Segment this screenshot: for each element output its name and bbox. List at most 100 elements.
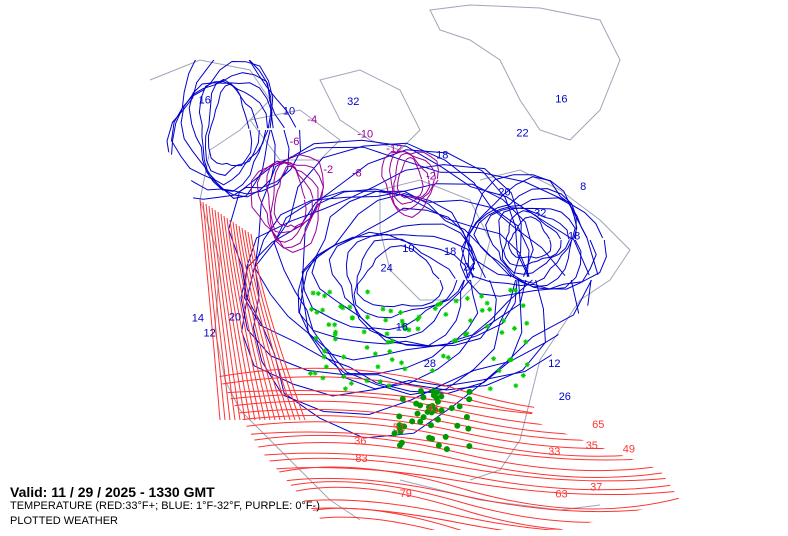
- rain-symbol: [413, 400, 420, 407]
- coastline: [429, 4, 621, 141]
- red-contour: [235, 434, 680, 472]
- purple-contour: [388, 150, 436, 211]
- blue-contour-label: 20: [229, 311, 241, 323]
- snow-symbol: [524, 362, 530, 368]
- purple-contour-label: -8: [352, 167, 362, 179]
- snow-symbol: [402, 366, 408, 372]
- rain-symbol: [414, 410, 421, 417]
- valid-time: Valid: 11 / 29 / 2025 - 1330 GMT: [10, 484, 215, 500]
- snow-symbol: [309, 306, 315, 312]
- rain-symbol: [466, 396, 473, 403]
- rain-symbol: [466, 388, 473, 395]
- snow-symbol: [432, 306, 438, 312]
- snow-symbol: [487, 306, 493, 312]
- blue-contour: [252, 139, 592, 416]
- blue-contour: [273, 190, 533, 390]
- red-contour: [241, 227, 291, 421]
- snow-symbol: [384, 331, 390, 337]
- snow-symbol: [440, 353, 446, 359]
- snow-symbol: [520, 303, 526, 309]
- snow-symbol: [323, 364, 329, 370]
- blue-contour: [468, 188, 582, 290]
- rain-symbol: [391, 430, 398, 437]
- purple-contour: [393, 152, 431, 205]
- red-contour: [217, 211, 251, 421]
- snow-symbol: [365, 314, 371, 320]
- red-contour-label: 33: [548, 446, 560, 458]
- red-contour: [220, 213, 256, 421]
- snow-symbol: [307, 370, 313, 376]
- snow-symbol: [398, 310, 404, 316]
- rain-symbol: [454, 422, 461, 429]
- snow-symbol: [310, 290, 316, 296]
- coastline: [399, 479, 601, 511]
- blue-contour: [473, 197, 578, 288]
- rain-symbol: [435, 442, 442, 449]
- snow-symbol: [484, 323, 490, 329]
- snow-symbol: [496, 368, 502, 374]
- snow-symbol: [453, 298, 459, 304]
- snow-symbol: [464, 331, 470, 337]
- red-contour: [199, 199, 221, 421]
- red-contour: [275, 507, 680, 530]
- blue-contour-label: 22: [516, 127, 528, 139]
- purple-contour: [270, 161, 314, 234]
- snow-symbol: [342, 386, 348, 392]
- blue-contour: [485, 207, 576, 284]
- rain-symbol: [448, 405, 455, 412]
- snow-symbol: [314, 309, 320, 315]
- purple-contour-label: -2: [323, 164, 333, 176]
- snow-symbol: [312, 370, 318, 376]
- red-contour: [202, 201, 226, 421]
- blue-contour-label: 28: [424, 358, 436, 370]
- blue-contour-label: 20: [498, 186, 510, 198]
- blue-contour: [241, 142, 580, 397]
- red-contour: [239, 442, 680, 478]
- snow-symbol: [389, 338, 395, 344]
- rain-symbol: [443, 446, 450, 453]
- rain-symbol: [433, 389, 440, 396]
- snow-symbol: [349, 315, 355, 321]
- rain-symbol: [434, 416, 441, 423]
- snow-symbol: [388, 308, 394, 314]
- blue-contour: [180, 72, 272, 199]
- rain-symbol: [396, 442, 403, 449]
- rain-symbol: [401, 423, 408, 430]
- snow-symbol: [399, 360, 405, 366]
- blue-contour: [507, 216, 552, 259]
- red-contour-label: 37: [590, 482, 602, 494]
- blue-contour-label: 16: [199, 94, 211, 106]
- snow-symbol: [313, 335, 319, 341]
- snow-symbol: [406, 327, 412, 333]
- red-contour: [259, 477, 680, 513]
- snow-symbol: [320, 307, 326, 313]
- red-contour: [223, 215, 261, 421]
- coastline: [379, 179, 491, 301]
- purple-contour-label: -2: [426, 171, 436, 183]
- blue-contour-label: 10: [283, 106, 295, 118]
- red-contour-label: 49: [623, 443, 635, 455]
- snow-symbol: [402, 326, 408, 332]
- red-contour: [208, 205, 236, 421]
- blue-contour: [345, 233, 469, 331]
- snow-symbol: [415, 316, 421, 322]
- snow-symbol: [348, 380, 354, 386]
- blue-contour: [502, 210, 562, 267]
- snow-symbol: [332, 322, 338, 328]
- blue-contour-label: 8: [580, 181, 586, 193]
- snow-symbol: [520, 372, 526, 378]
- temperature-legend: TEMPERATURE (RED:33°F+; BLUE: 1°F-32°F, …: [10, 500, 320, 512]
- snow-symbol: [523, 339, 529, 345]
- snow-symbol: [361, 329, 367, 335]
- snow-symbol: [322, 293, 328, 299]
- red-contour-label: 79: [400, 488, 412, 500]
- snow-symbol: [400, 322, 406, 328]
- snow-symbol: [333, 329, 339, 335]
- purple-contour-label: -12: [386, 143, 402, 155]
- blue-contour-label: 18: [444, 246, 456, 258]
- rain-symbol: [438, 393, 445, 400]
- rain-symbol: [438, 407, 445, 414]
- blue-contour: [459, 174, 607, 297]
- snow-symbol: [320, 375, 326, 381]
